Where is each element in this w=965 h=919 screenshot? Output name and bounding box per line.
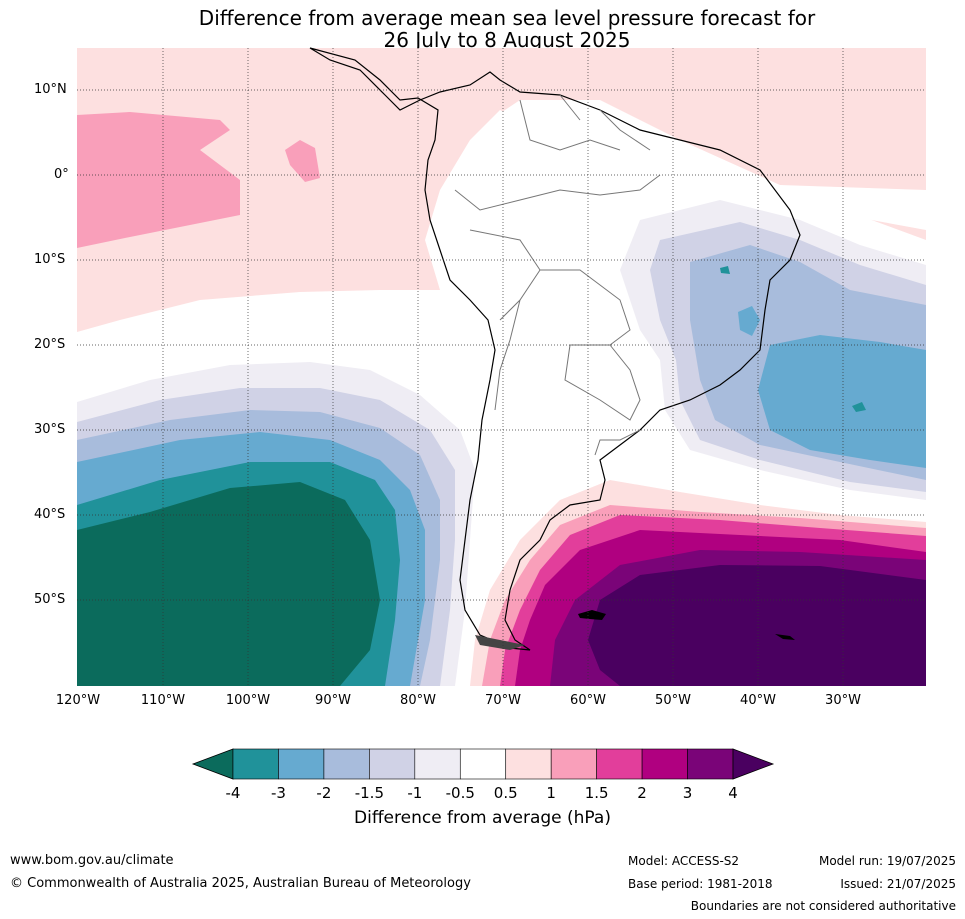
tierra-del-fuego [475,635,525,650]
contour-1-north-small [285,140,320,182]
south-georgia [775,634,795,640]
lat-label-10n: 10°N [34,82,67,97]
colorbar-arrow-high [732,748,775,780]
model-label: Model: ACCESS-S2 [628,854,740,868]
website-link[interactable]: www.bom.gov.au/climate [10,853,174,868]
lon-label-120w: 120°W [55,693,101,708]
base-period-label: Base period: 1981-2018 [628,877,773,891]
contour-neg3-e-spot [852,402,866,412]
colorbar-tick-label: -1.5 [354,784,384,802]
lon-label-110w: 110°W [140,693,186,708]
falkland-islands [578,610,606,620]
colorbar-segment [550,748,597,780]
contour-neg4-sw [77,482,380,686]
map-title-line1: Difference from average mean sea level p… [198,6,816,30]
contour-4-se [588,565,926,686]
colorbar-segment [323,748,370,780]
lon-label-90w: 90°W [315,693,351,708]
colorbar-segment [641,748,688,780]
colorbar-tick-label: 0.5 [493,784,518,802]
map-title-line2: 26 July to 8 August 2025 [383,28,631,52]
colorbar-segment [459,748,507,780]
contour-0.5-north [77,48,926,332]
lon-label-40w: 40°W [740,693,776,708]
colorbar-segment [505,748,552,780]
contour-neg2-e-small [738,306,760,336]
south-america-coastline [309,47,801,651]
land-white-north [445,100,926,320]
colorbar-title: Difference from average (hPa) [354,808,611,828]
colorbar-tick-label: -2 [316,784,332,802]
colorbar-tick-label: -3 [270,784,286,802]
colorbar-segment [414,748,461,780]
lat-label-50s: 50°S [34,592,66,607]
contour-1-north [77,112,240,248]
colorbar-tick-label: 4 [728,784,738,802]
colorbar-segment [232,748,279,780]
colorbar-tick-label: -0.5 [445,784,475,802]
lat-label-20s: 20°S [34,337,66,352]
colorbar-tick-label: 1 [546,784,556,802]
lat-label-40s: 40°S [34,507,66,522]
colorbar-segment [596,748,643,780]
lat-label-10s: 10°S [34,252,66,267]
colorbar-tick-label: 1.5 [584,784,609,802]
lon-label-30w: 30°W [825,693,861,708]
colorbar-segment [369,748,416,780]
lon-label-70w: 70°W [485,693,521,708]
country-borders [454,94,661,456]
disclaimer-text: Boundaries are not considered authoritat… [690,899,956,913]
contour-neg3-e-spot2 [720,266,730,274]
contour-neg2-e [758,335,926,468]
colorbar-tick-label: -4 [225,784,241,802]
lon-label-100w: 100°W [225,693,271,708]
lon-label-50w: 50°W [655,693,691,708]
colorbar-segment [278,748,325,780]
lat-label-30s: 30°S [34,422,66,437]
colorbar-tick-label: -1 [407,784,423,802]
colorbar-arrow-low [191,748,234,780]
copyright-text: © Commonwealth of Australia 2025, Austra… [10,876,471,891]
map-gridlines [77,48,926,686]
lat-label-0: 0° [54,167,69,182]
colorbar-tick-label: 2 [637,784,647,802]
map-plot-area [77,48,926,686]
lon-label-60w: 60°W [570,693,606,708]
lon-label-80w: 80°W [400,693,436,708]
model-run-label: Model run: 19/07/2025 [818,854,956,868]
issued-label: Issued: 21/07/2025 [840,877,956,891]
colorbar-tick-label: 3 [682,784,693,802]
colorbar-segment [687,748,734,780]
